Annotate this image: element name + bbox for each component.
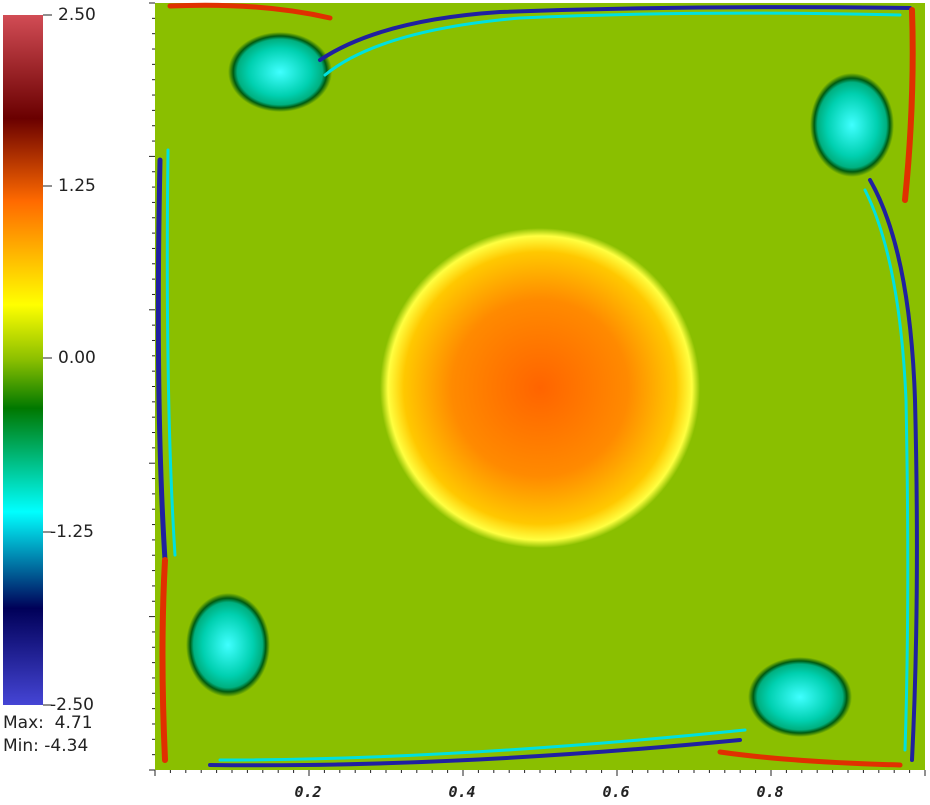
x-tick-label: 0.6 — [602, 783, 629, 801]
colorbar-label: -2.50 — [50, 695, 94, 715]
colorbar-label: 0.00 — [58, 348, 96, 368]
field — [155, 2, 925, 770]
vortex — [810, 73, 894, 177]
colorbar — [3, 15, 43, 705]
vortex — [228, 32, 332, 112]
colorbar-label: 1.25 — [58, 176, 96, 196]
min-label: Min: -4.34 — [3, 736, 88, 756]
x-tick-label: 0.8 — [756, 783, 783, 801]
colorbar-label: 2.50 — [58, 5, 96, 25]
streaks — [155, 2, 919, 768]
vortex — [186, 593, 270, 697]
disc — [380, 228, 700, 548]
x-tick-label: 0.2 — [294, 783, 321, 801]
colorbar-ticks — [43, 14, 52, 706]
axis-ticks — [149, 2, 926, 776]
colorbar-label: -1.25 — [50, 522, 94, 542]
x-tick-label: 0.4 — [448, 783, 475, 801]
max-label: Max: 4.71 — [3, 713, 93, 733]
vortex — [748, 657, 852, 737]
